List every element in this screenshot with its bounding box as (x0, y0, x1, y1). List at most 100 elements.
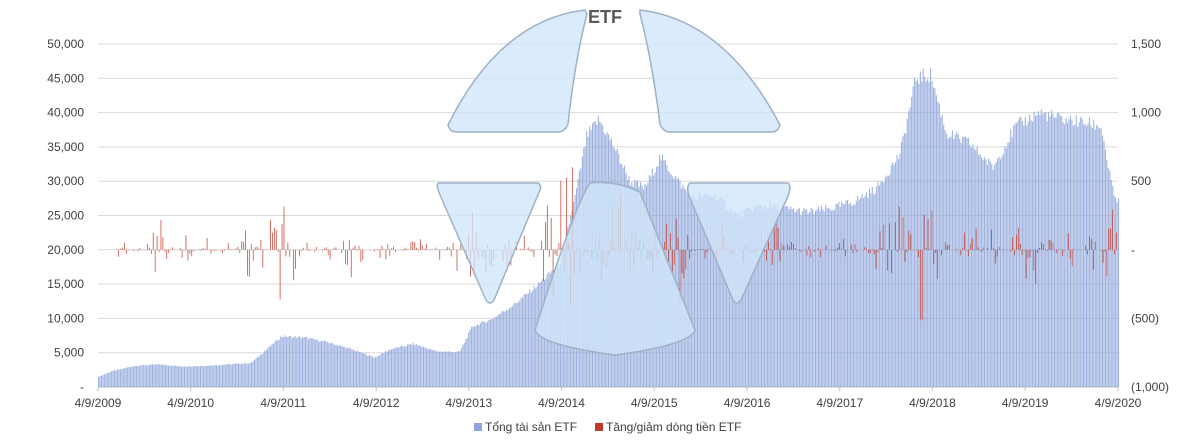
bar-fund-flow (520, 248, 521, 250)
bar-fund-flow (222, 249, 223, 253)
bar-fund-flow (272, 232, 273, 250)
bar-total-assets (300, 338, 302, 387)
bar-fund-flow (869, 249, 871, 253)
bar-total-assets (899, 153, 901, 387)
bar-fund-flow (987, 247, 989, 250)
bar-total-assets (845, 200, 847, 387)
bar-fund-flow (835, 249, 837, 252)
bar-total-assets (994, 164, 996, 387)
bar-total-assets (465, 339, 467, 387)
bar-total-assets (236, 363, 238, 387)
bar-total-assets (339, 345, 341, 387)
bar-fund-flow (937, 249, 939, 280)
bar-fund-flow (889, 223, 891, 250)
y-right-tick-label: (1,000) (1131, 380, 1169, 394)
x-tick-label: 4/9/2014 (538, 396, 585, 410)
bar-total-assets (130, 366, 132, 387)
bar-total-assets (1085, 125, 1088, 387)
bar-total-assets (761, 205, 763, 387)
bar-total-assets (121, 368, 123, 387)
bar-fund-flow (166, 249, 168, 259)
bar-total-assets (1058, 112, 1060, 388)
bar-fund-flow (856, 249, 858, 252)
bar-total-assets (1116, 202, 1118, 387)
bar-total-assets (173, 365, 175, 387)
y-left-tick-label: - (80, 380, 84, 394)
bar-total-assets (1100, 128, 1102, 387)
bar-fund-flow (669, 233, 671, 250)
bar-total-assets (902, 136, 904, 387)
bar-fund-flow (179, 247, 181, 250)
bar-total-assets (520, 297, 522, 387)
bar-total-assets (507, 309, 509, 387)
bar-fund-flow (1115, 232, 1117, 250)
bar-total-assets (801, 211, 803, 387)
bar-total-assets (1020, 116, 1022, 387)
bar-total-assets (680, 188, 682, 387)
bar-total-assets (424, 347, 426, 387)
bar-total-assets (306, 337, 308, 387)
bar-total-assets (476, 324, 478, 387)
bar-total-assets (997, 158, 999, 387)
bar-total-assets (1053, 117, 1055, 387)
bar-total-assets (718, 198, 720, 387)
bar-fund-flow (152, 232, 154, 250)
bar-fund-flow (298, 249, 300, 257)
bar-total-assets (1088, 117, 1090, 388)
bar-fund-flow (768, 240, 769, 250)
bar-total-assets (919, 71, 921, 387)
bar-total-assets (242, 363, 244, 387)
bar-total-assets (162, 364, 164, 387)
x-tick-label: 4/9/2016 (724, 396, 771, 410)
bar-total-assets (143, 364, 145, 387)
bar-fund-flow (683, 249, 685, 279)
bar-total-assets (248, 363, 250, 387)
bar-total-assets (316, 339, 318, 387)
watermark-segment (639, 9, 781, 133)
bar-total-assets (683, 188, 685, 387)
bar-total-assets (529, 289, 531, 387)
bar-fund-flow (204, 248, 206, 250)
bar-total-assets (202, 366, 205, 387)
bar-fund-flow (898, 206, 900, 250)
bar-total-assets (1017, 120, 1019, 387)
bar-fund-flow (250, 244, 252, 250)
bar-total-assets (256, 356, 258, 387)
bar-total-assets (699, 193, 701, 387)
bar-total-assets (446, 351, 448, 387)
bar-total-assets (842, 203, 844, 387)
bar-fund-flow (1062, 249, 1064, 257)
bar-total-assets (210, 365, 212, 387)
bar-total-assets (252, 361, 254, 387)
bar-total-assets (742, 217, 744, 387)
bar-total-assets (514, 303, 516, 387)
bar-total-assets (304, 337, 307, 387)
x-tick-label: 4/9/2020 (1095, 396, 1142, 410)
bar-total-assets (422, 346, 425, 387)
bar-total-assets (468, 332, 470, 387)
bar-fund-flow (1012, 237, 1014, 250)
bar-total-assets (966, 138, 968, 387)
bar-total-assets (925, 81, 927, 387)
bar-fund-flow (873, 249, 875, 255)
bar-total-assets (315, 339, 317, 387)
bar-fund-flow (875, 249, 877, 269)
bar-fund-flow (566, 177, 568, 250)
bar-total-assets (762, 207, 764, 387)
bar-total-assets (299, 336, 301, 387)
bar-fund-flow (1092, 249, 1094, 270)
bar-fund-flow (902, 217, 904, 250)
bar-fund-flow (316, 246, 318, 250)
bar-total-assets (918, 83, 920, 387)
bar-fund-flow (245, 230, 246, 250)
bar-fund-flow (841, 248, 842, 250)
bar-fund-flow (887, 249, 889, 271)
bar-total-assets (165, 365, 167, 387)
bar-total-assets (213, 365, 215, 387)
bar-total-assets (420, 346, 422, 387)
bar-total-assets (1059, 115, 1061, 388)
bar-total-assets (217, 365, 219, 387)
bar-total-assets (444, 351, 446, 387)
bar-fund-flow (273, 227, 275, 250)
bar-total-assets (119, 369, 121, 387)
